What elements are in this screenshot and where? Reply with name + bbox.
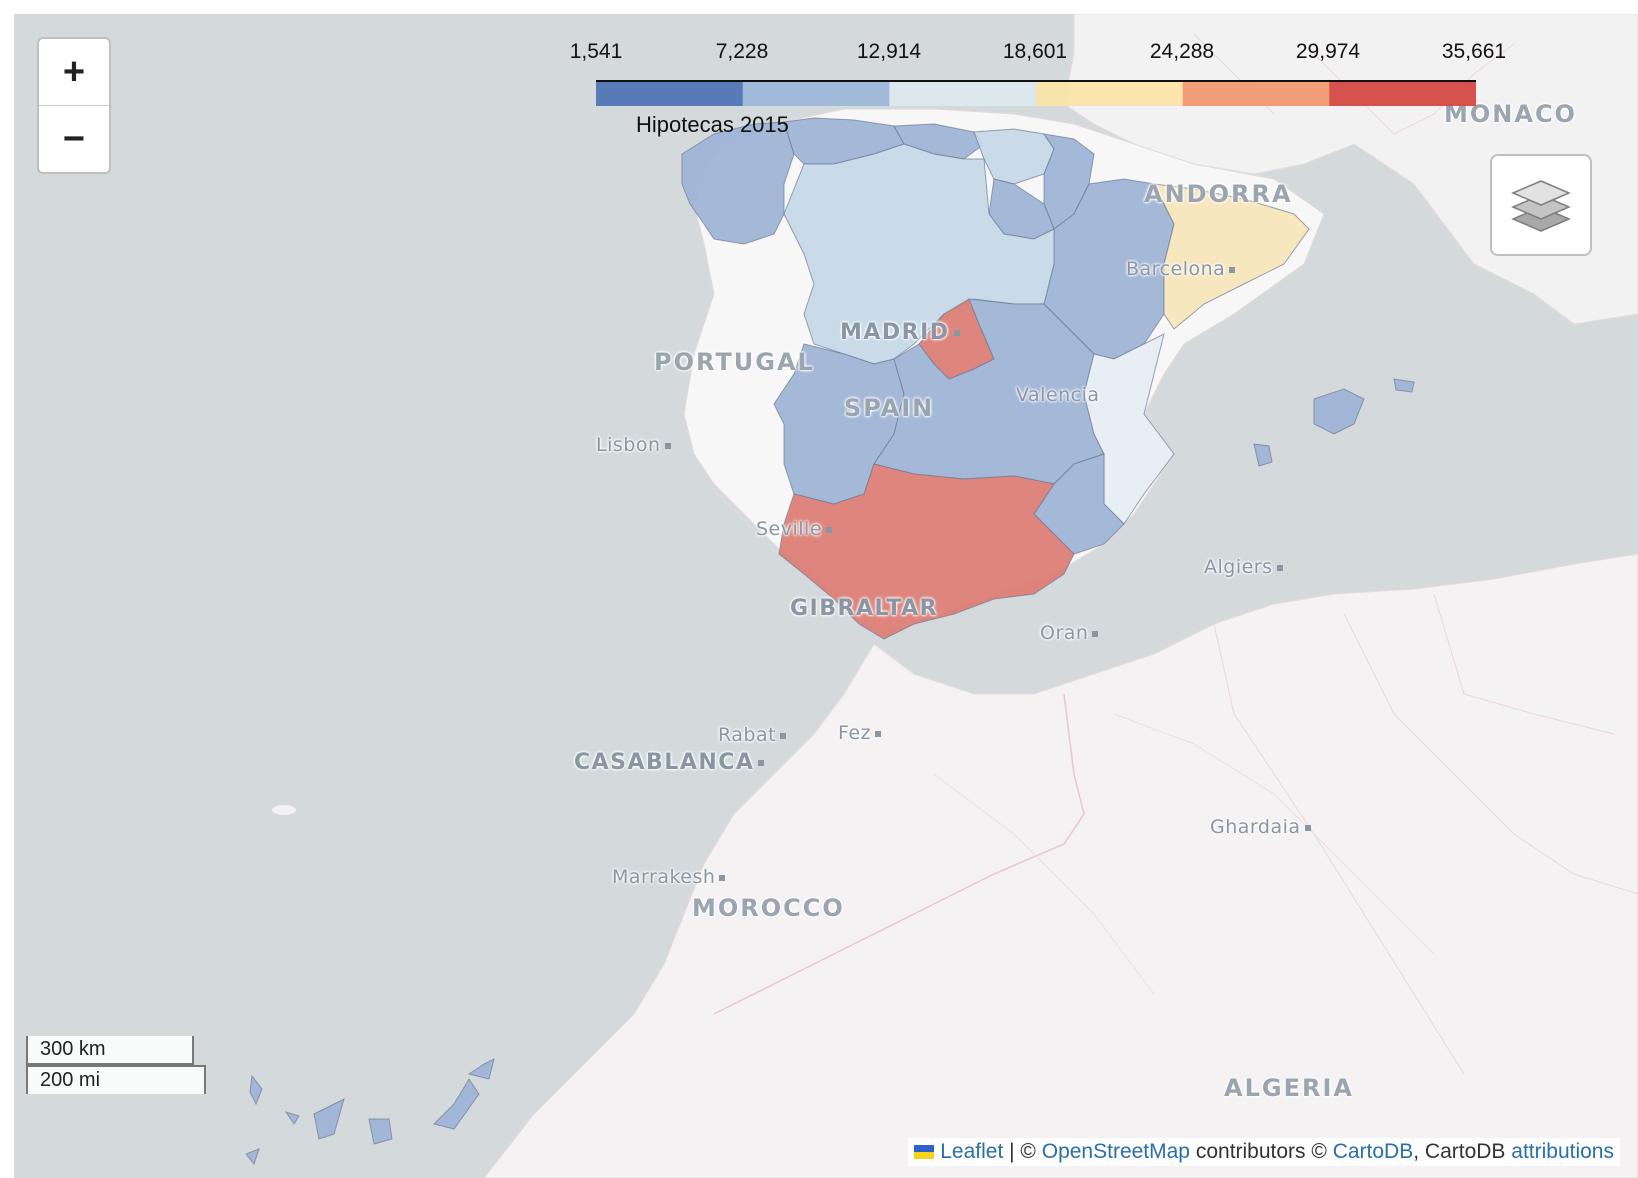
legend-tick: 24,288: [1149, 40, 1215, 63]
legend-color-bar: [596, 80, 1476, 106]
zoom-out-button[interactable]: −: [39, 105, 109, 172]
label-algiers: Algiers: [1204, 556, 1283, 578]
label-gibraltar: GIBRALTAR: [790, 596, 939, 621]
zoom-control: + −: [37, 37, 111, 174]
label-valencia: Valencia: [1016, 384, 1100, 406]
region-castilla-leon: [783, 143, 1055, 365]
legend-tick: 12,914: [856, 40, 922, 63]
region-canarias: [245, 1058, 495, 1166]
ukraine-flag-icon: [914, 1145, 935, 1160]
legend-color-bin: [742, 82, 890, 106]
legend-tick: 35,661: [1441, 40, 1507, 63]
label-casablanca: CASABLANCA: [574, 750, 765, 775]
region-cataluna: [1153, 183, 1310, 330]
region-valenciana: [1083, 333, 1175, 525]
region-galicia: [681, 121, 795, 245]
label-barcelona: Barcelona: [1126, 258, 1236, 280]
legend-tick: 18,601: [1002, 40, 1068, 63]
label-andorra: ANDORRA: [1144, 180, 1293, 208]
attributions-link[interactable]: attributions: [1511, 1140, 1614, 1163]
osm-link[interactable]: OpenStreetMap: [1041, 1140, 1190, 1163]
legend-tick: 7,228: [715, 40, 769, 63]
label-madrid: MADRID: [840, 320, 960, 345]
region-baleares: [1253, 378, 1415, 467]
legend-tick: 1,541: [569, 40, 623, 63]
attr-sep: | ©: [1003, 1140, 1042, 1163]
label-algeria: ALGERIA: [1224, 1074, 1354, 1102]
zoom-in-button[interactable]: +: [62, 50, 86, 93]
layers-icon: [1511, 180, 1571, 232]
label-fez: Fez: [838, 722, 882, 744]
legend-color-bin: [889, 82, 1037, 106]
map-container[interactable]: PORTUGAL SPAIN MOROCCO ANDORRA MONACO GI…: [14, 14, 1638, 1178]
layers-button[interactable]: [1490, 154, 1592, 256]
legend-tick: 29,974: [1295, 40, 1361, 63]
attr-contributors: contributors ©: [1190, 1140, 1333, 1163]
legend-color-bin: [1036, 82, 1184, 106]
region-andalucia: [778, 463, 1075, 640]
scale-mi: 200 mi: [26, 1065, 206, 1094]
label-ghardaia: Ghardaia: [1210, 816, 1311, 838]
legend-color-bin: [1182, 82, 1330, 106]
label-morocco: MOROCCO: [692, 894, 845, 922]
legend-color-bin: [596, 82, 744, 106]
legend-title: Hipotecas 2015: [636, 112, 789, 137]
attribution: Leaflet | © OpenStreetMap contributors ©…: [908, 1138, 1620, 1166]
scale-bar: 300 km 200 mi: [26, 1036, 206, 1094]
label-rabat: Rabat: [718, 724, 787, 746]
label-seville: Seville: [756, 518, 833, 540]
leaflet-link[interactable]: Leaflet: [940, 1140, 1004, 1163]
label-marrakesh: Marrakesh: [612, 866, 726, 888]
land-africa: [483, 553, 1638, 1178]
cartodb-link[interactable]: CartoDB: [1332, 1140, 1414, 1163]
attr-cartodb-text: , CartoDB: [1413, 1140, 1512, 1163]
choropleth-legend: 1,541 7,228 12,914 18,601 24,288 29,974 …: [570, 40, 1574, 140]
scale-km: 300 km: [26, 1036, 194, 1065]
label-lisbon: Lisbon: [596, 434, 671, 456]
label-portugal: PORTUGAL: [654, 348, 815, 376]
label-oran: Oran: [1040, 622, 1099, 644]
legend-axis-line: [596, 80, 1476, 82]
legend-color-bin: [1329, 82, 1476, 106]
label-spain: SPAIN: [844, 394, 935, 422]
